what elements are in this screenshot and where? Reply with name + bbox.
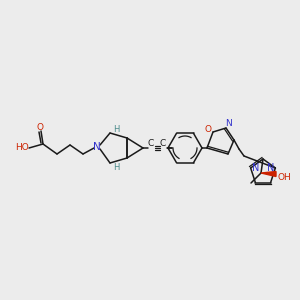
Text: N: N	[225, 118, 231, 127]
Text: O: O	[205, 125, 212, 134]
Text: H: H	[113, 164, 119, 172]
Text: N: N	[252, 163, 259, 173]
Text: H: H	[113, 124, 119, 134]
Text: HO: HO	[15, 143, 29, 152]
Text: N: N	[93, 142, 101, 152]
Text: C: C	[148, 139, 154, 148]
Text: N: N	[267, 163, 274, 173]
Text: C: C	[160, 139, 166, 148]
Polygon shape	[261, 172, 276, 176]
Text: O: O	[37, 122, 44, 131]
Text: OH: OH	[277, 172, 291, 182]
